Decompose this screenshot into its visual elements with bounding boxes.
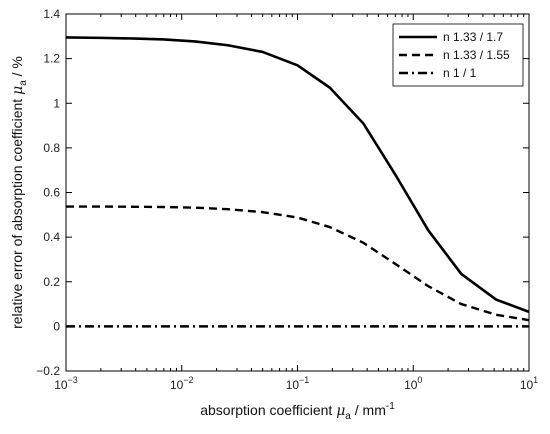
x-tick-label: 10−3 [54,375,78,392]
y-axis-label-prefix: relative error of absorption coefficient [9,95,25,329]
series-lines [65,36,530,328]
x-axis-label-unit-superscript: -1 [386,401,395,412]
y-tick-label: 0 [53,319,60,333]
x-tick-label: 10−2 [170,375,194,392]
legend-label-series-2: n 1.33 / 1.55 [443,48,510,62]
series-line-2 [66,205,530,322]
y-axis-label-symbol: μ [10,86,26,95]
x-axis-label-symbol: μ [336,403,345,419]
legend: n 1.33 / 1.7 n 1.33 / 1.55 n 1 / 1 [392,23,524,87]
y-axis-label: relative error of absorption coefficient… [9,56,29,329]
x-axis-label-subscript: a [345,411,351,422]
y-tick-label: 1.2 [43,52,60,66]
x-axis-label: absorption coefficient μa / mm-1 [200,401,395,422]
legend-label-series-1: n 1.33 / 1.7 [443,30,503,44]
legend-label-series-3: n 1 / 1 [443,66,477,80]
y-tick-label: 0.4 [43,230,60,244]
y-tick-label: 1.4 [43,7,60,21]
x-axis-label-prefix: absorption coefficient [200,402,336,418]
x-tick-label: 10−1 [286,375,310,392]
x-tick-labels: 10−3 10−2 10−1 100 101 [54,375,538,392]
axis-ticks [65,13,530,372]
y-tick-label: 0.6 [43,186,60,200]
y-tick-label: −0.2 [36,364,60,378]
x-axis-label-unit: / mm [351,402,386,418]
x-tick-label: 101 [520,375,538,392]
y-tick-label: 0.2 [43,275,60,289]
y-tick-label: 0.8 [43,141,60,155]
y-axis-label-unit: / % [9,56,25,80]
y-axis-label-subscript: a [18,80,29,86]
x-tick-label: 100 [404,375,422,392]
y-tick-label: 1 [53,96,60,110]
series-line-1 [65,36,530,314]
y-tick-labels: −0.2 0 0.2 0.4 0.6 0.8 1 1.2 1.4 [36,7,60,378]
